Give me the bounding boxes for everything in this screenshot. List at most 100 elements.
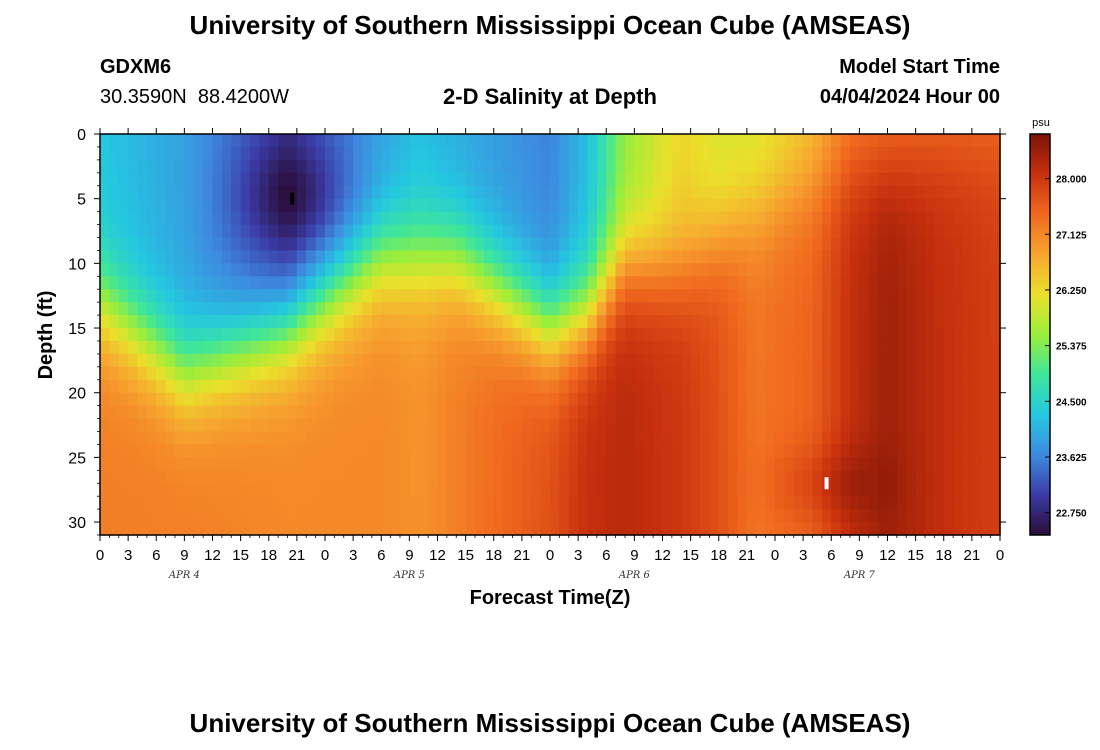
heatmap-cell xyxy=(203,457,214,471)
heatmap-cell xyxy=(418,328,429,342)
heatmap-cell xyxy=(109,431,120,446)
heatmap-cell xyxy=(390,172,401,187)
heatmap-cell xyxy=(559,431,570,446)
heatmap-cell xyxy=(859,457,870,471)
heatmap-cell xyxy=(803,392,814,407)
heatmap-cell xyxy=(484,418,495,433)
heatmap-cell xyxy=(606,328,617,342)
heatmap-cell xyxy=(568,444,579,458)
heatmap-cell xyxy=(437,392,448,407)
heatmap-cell xyxy=(878,211,889,226)
heatmap-cell xyxy=(109,470,120,484)
heatmap-cell xyxy=(118,444,129,458)
heatmap-cell xyxy=(596,392,607,407)
heatmap-cell xyxy=(615,522,626,536)
heatmap-cell xyxy=(934,444,945,458)
heatmap-cell xyxy=(728,172,739,187)
heatmap-cell xyxy=(334,159,345,174)
heatmap-cell xyxy=(484,353,495,368)
heatmap-cell xyxy=(531,405,542,420)
heatmap-cell xyxy=(540,276,551,290)
heatmap-cell xyxy=(634,444,645,458)
heatmap-cell xyxy=(165,211,176,226)
heatmap-cell xyxy=(465,185,476,200)
heatmap-cell xyxy=(137,418,148,433)
heatmap-cell xyxy=(212,353,223,368)
heatmap-cell xyxy=(362,224,373,239)
heatmap-cell xyxy=(690,211,701,226)
heatmap-cell xyxy=(203,328,214,342)
heatmap-cell xyxy=(446,185,457,200)
heatmap-cell xyxy=(953,405,964,420)
heatmap-cell xyxy=(634,224,645,239)
heatmap-cell xyxy=(868,159,879,174)
heatmap-cell xyxy=(175,172,185,187)
heatmap-cell xyxy=(503,315,514,329)
heatmap-cell xyxy=(784,405,795,420)
heatmap-cell xyxy=(550,134,560,148)
heatmap-cell xyxy=(437,237,448,252)
heatmap-cell xyxy=(296,302,307,316)
heatmap-cell xyxy=(540,457,551,471)
heatmap-cell xyxy=(606,134,617,148)
heatmap-cell xyxy=(615,198,626,213)
heatmap-cell xyxy=(643,211,654,226)
heatmap-cell xyxy=(381,405,392,420)
colorbar-tick-label: 25.375 xyxy=(1056,342,1087,353)
heatmap-cell xyxy=(203,366,214,381)
heatmap-cell xyxy=(493,405,504,420)
heatmap-cell xyxy=(493,431,504,446)
heatmap-cell xyxy=(606,315,617,329)
heatmap-cell xyxy=(503,483,514,497)
heatmap-cell xyxy=(831,379,842,394)
heatmap-cell xyxy=(371,172,382,187)
heatmap-cell xyxy=(615,379,626,394)
heatmap-cell xyxy=(943,276,954,290)
heatmap-cell xyxy=(653,250,664,264)
heatmap-cell xyxy=(165,289,176,303)
heatmap-cell xyxy=(850,172,860,187)
heatmap-cell xyxy=(671,444,682,458)
heatmap-cell xyxy=(250,263,260,277)
heatmap-cell xyxy=(971,340,982,355)
heatmap-cell xyxy=(943,146,954,161)
heatmap-cell xyxy=(400,185,410,200)
heatmap-cell xyxy=(587,496,598,510)
heatmap-cell xyxy=(465,159,476,174)
heatmap-cell xyxy=(259,405,270,420)
heatmap-cell xyxy=(868,185,879,200)
heatmap-cell xyxy=(718,250,729,264)
heatmap-cell xyxy=(146,237,157,252)
heatmap-cell xyxy=(521,276,532,290)
heatmap-cell xyxy=(456,159,467,174)
heatmap-cell xyxy=(343,353,354,368)
heatmap-cell xyxy=(793,509,804,523)
heatmap-cell xyxy=(334,431,345,446)
heatmap-cell xyxy=(240,289,251,303)
heatmap-cell xyxy=(418,224,429,239)
heatmap-cell xyxy=(278,185,289,200)
heatmap-cell xyxy=(981,405,992,420)
heatmap-cell xyxy=(653,172,664,187)
heatmap-cell xyxy=(418,353,429,368)
heatmap-cell xyxy=(371,134,382,148)
heatmap-cell xyxy=(484,211,495,226)
heatmap-cell xyxy=(990,457,1001,471)
heatmap-cell xyxy=(456,237,467,252)
heatmap-cell xyxy=(446,444,457,458)
heatmap-cell xyxy=(596,379,607,394)
heatmap-cell xyxy=(671,159,682,174)
heatmap-cell xyxy=(887,302,898,316)
heatmap-cell xyxy=(550,159,560,174)
heatmap-cell xyxy=(325,444,335,458)
heatmap-cell xyxy=(700,340,710,355)
heatmap-cell xyxy=(868,172,879,187)
heatmap-cell xyxy=(184,237,195,252)
heatmap-cell xyxy=(165,250,176,264)
heatmap-cell xyxy=(437,224,448,239)
heatmap-cell xyxy=(596,496,607,510)
heatmap-cell xyxy=(803,496,814,510)
heatmap-cell xyxy=(812,172,823,187)
heatmap-cell xyxy=(896,457,907,471)
heatmap-cell xyxy=(381,340,392,355)
